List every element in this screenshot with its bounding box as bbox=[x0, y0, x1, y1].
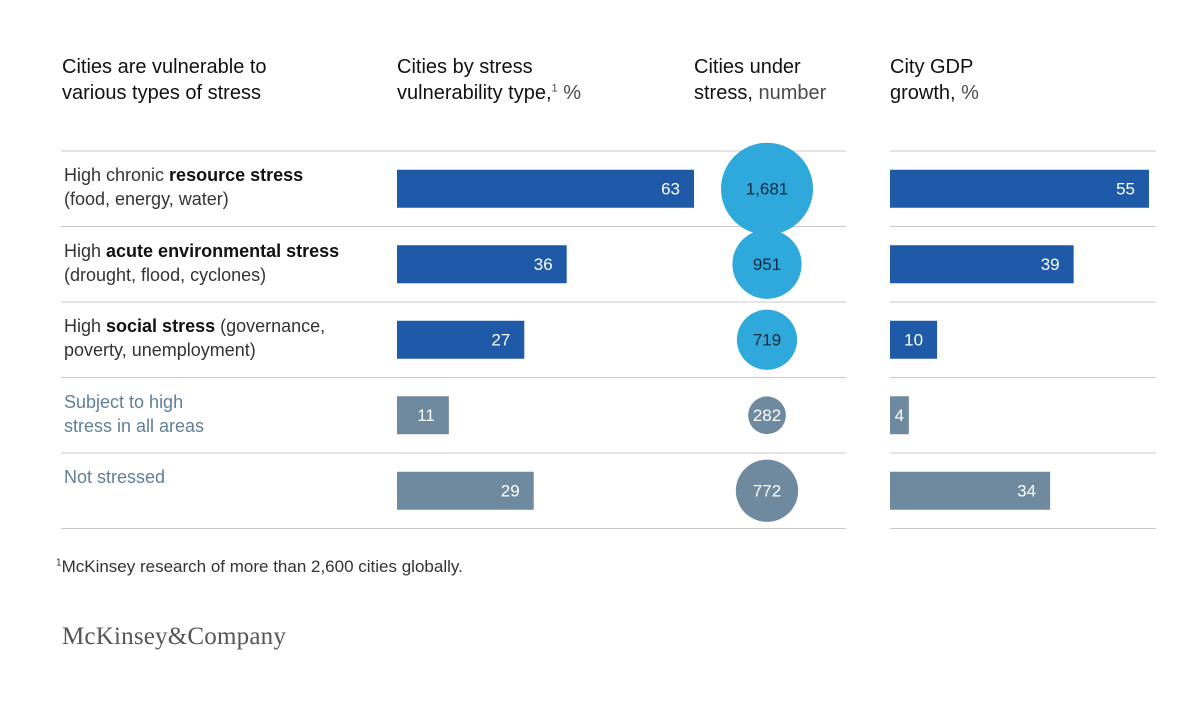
gdp-bar-label: 4 bbox=[895, 406, 904, 425]
header-col2: Cities by stress vulnerability type,1 % bbox=[397, 54, 581, 106]
row-label-text: High bbox=[64, 240, 107, 261]
gdp-bar-label: 55 bbox=[1116, 179, 1135, 198]
header-col1-line1: Cities are vulnerable to bbox=[62, 56, 267, 78]
gdp-bar-label: 39 bbox=[1041, 255, 1060, 274]
row-label-line1: High chronic resource stress bbox=[64, 163, 303, 187]
row-label-line2: (drought, flood, cyclones) bbox=[64, 264, 267, 285]
gdp-bar bbox=[890, 320, 938, 359]
vulnerability-bar bbox=[397, 320, 525, 359]
row-label-text-after: (governance, bbox=[215, 316, 326, 336]
row-label-line2: (food, energy, water) bbox=[64, 189, 229, 209]
header-col4-line1: City GDP bbox=[890, 56, 974, 78]
header-col2-footnote-mark: 1 bbox=[551, 82, 558, 95]
vulnerability-bar bbox=[397, 169, 694, 208]
row-label-5: Not stressed bbox=[64, 465, 165, 489]
gdp-bar bbox=[890, 245, 1074, 284]
row-label-line1: Not stressed bbox=[64, 465, 165, 489]
vulnerability-bar-label: 36 bbox=[534, 255, 553, 274]
row-label-text: High bbox=[64, 316, 107, 336]
footnote-mark: 1 bbox=[56, 557, 62, 569]
row-label-1: High chronic resource stress (food, energ… bbox=[64, 163, 303, 211]
header-col2-line1: Cities by stress bbox=[397, 56, 533, 78]
row-label-text: Subject to high bbox=[64, 391, 184, 412]
cities-bubble bbox=[732, 229, 802, 299]
vulnerability-bar bbox=[397, 245, 567, 284]
header-col3-unit: number bbox=[758, 82, 827, 104]
row-label-text: Not stressed bbox=[64, 467, 166, 487]
header-col4-line2: growth, bbox=[890, 82, 956, 104]
row-label-emphasis: resource stress bbox=[169, 165, 304, 185]
row-label-line1: High social stress (governance, bbox=[64, 314, 325, 338]
row-label-text: High chronic bbox=[64, 165, 170, 185]
vulnerability-bar bbox=[397, 396, 449, 435]
cities-bubble bbox=[748, 396, 786, 435]
header-col3-line2: stress, bbox=[694, 82, 753, 104]
cities-bubble bbox=[736, 309, 798, 370]
header-col3-line1: Cities under bbox=[694, 56, 801, 78]
row-label-3: High social stress (governance, poverty, … bbox=[64, 314, 325, 362]
row-label-line2: poverty, unemployment) bbox=[64, 340, 256, 360]
header-col4-unit: % bbox=[961, 82, 979, 104]
row-label-line2: stress in all areas bbox=[64, 415, 205, 436]
gdp-bar-label: 34 bbox=[1017, 481, 1036, 500]
row-label-line1: High acute environmental stress bbox=[64, 239, 339, 263]
header-col4: City GDP growth, % bbox=[890, 54, 979, 106]
cities-bubble bbox=[735, 459, 799, 522]
header-col1-line2: various types of stress bbox=[62, 82, 261, 104]
company-logo: McKinsey&Company bbox=[62, 623, 287, 650]
row-label-2: High acute environmental stress (drought,… bbox=[64, 239, 339, 287]
row-label-emphasis: social stress bbox=[106, 316, 216, 336]
row-label-emphasis: acute environmental stress bbox=[106, 240, 340, 261]
footnote-text: McKinsey research of more than 2,600 cit… bbox=[61, 557, 463, 576]
gdp-bar-label: 10 bbox=[904, 330, 923, 349]
gdp-bar bbox=[890, 396, 909, 435]
header-col3: Cities under stress, number bbox=[694, 54, 826, 106]
footnote: 1McKinsey research of more than 2,600 ci… bbox=[56, 557, 463, 577]
header-col2-unit: % bbox=[563, 82, 582, 104]
cities-bubble-label: 1,681 bbox=[746, 179, 789, 198]
header-col2-line2: vulnerability type, bbox=[397, 82, 552, 104]
vulnerability-bar-label: 11 bbox=[417, 406, 435, 425]
vulnerability-bar-label: 63 bbox=[661, 179, 680, 198]
vulnerability-bar bbox=[397, 471, 534, 510]
cities-bubble-label: 282 bbox=[753, 406, 781, 425]
vulnerability-bar-label: 27 bbox=[491, 330, 510, 349]
cities-bubble bbox=[721, 142, 813, 235]
cities-bubble-label: 772 bbox=[753, 481, 781, 500]
gdp-bar bbox=[890, 169, 1149, 208]
row-label-4: Subject to high stress in all areas bbox=[64, 390, 204, 438]
cities-bubble-label: 719 bbox=[753, 330, 781, 349]
vulnerability-bar-label: 29 bbox=[501, 481, 520, 500]
header-col1: Cities are vulnerable to various types o… bbox=[62, 54, 267, 106]
row-label-line1: Subject to high bbox=[64, 390, 204, 414]
cities-bubble-label: 951 bbox=[753, 255, 781, 274]
gdp-bar bbox=[890, 471, 1051, 510]
